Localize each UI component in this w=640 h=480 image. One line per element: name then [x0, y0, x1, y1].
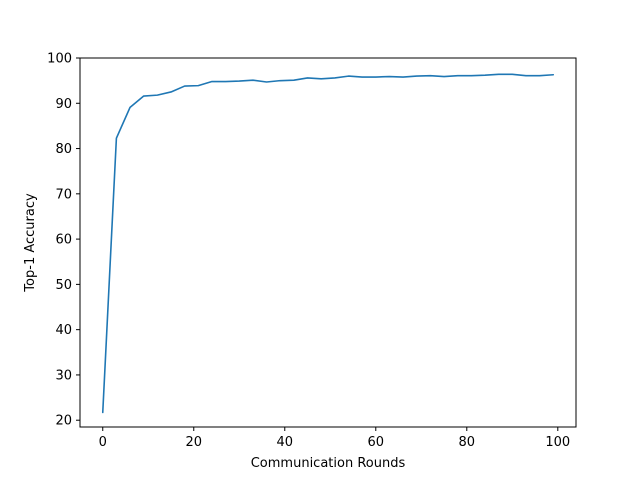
x-tick-label: 80 — [459, 435, 476, 450]
x-tick-label: 60 — [368, 435, 385, 450]
y-tick-label: 20 — [55, 414, 72, 429]
x-axis-title: Communication Rounds — [251, 456, 406, 471]
y-tick-label: 60 — [55, 233, 72, 248]
x-tick-label: 0 — [99, 435, 107, 450]
y-tick-label: 90 — [55, 97, 72, 112]
y-tick-label: 70 — [55, 187, 72, 202]
x-tick-label: 40 — [276, 435, 293, 450]
accuracy-series-line — [101, 73, 555, 414]
y-axis-title: Top-1 Accuracy — [23, 193, 38, 293]
y-tick-label: 100 — [47, 52, 72, 67]
y-tick-label: 30 — [55, 368, 72, 383]
x-tick-label: 100 — [545, 435, 570, 450]
plot-frame — [79, 57, 577, 428]
y-tick-label: 80 — [55, 142, 72, 157]
y-tick-label: 50 — [55, 278, 72, 293]
x-tick-label: 20 — [185, 435, 202, 450]
y-tick-label: 40 — [55, 323, 72, 338]
